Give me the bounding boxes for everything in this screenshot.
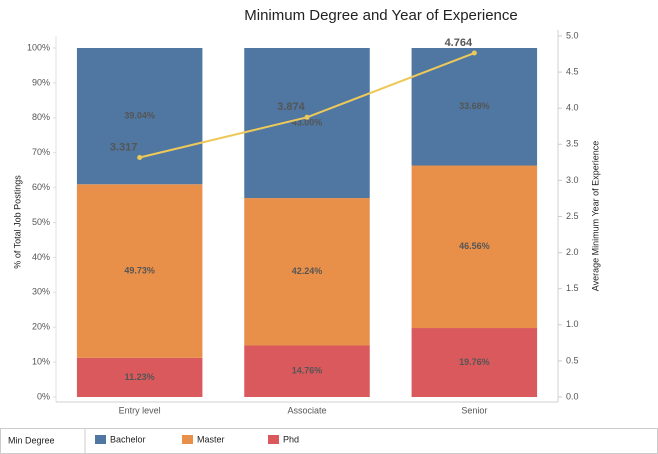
bar-segment bbox=[411, 165, 538, 329]
y-tick-label: 60% bbox=[32, 182, 50, 192]
y2-tick-label: 2.5 bbox=[566, 211, 579, 221]
legend-swatch bbox=[182, 435, 193, 444]
bar-segment bbox=[411, 48, 538, 166]
y-tick-label: 10% bbox=[32, 356, 50, 366]
legend-title: Min Degree bbox=[8, 435, 55, 445]
bar-segment bbox=[244, 345, 370, 397]
y2-tick-label: 0.0 bbox=[566, 391, 579, 401]
line-label: 4.764 bbox=[445, 37, 473, 49]
y-tick-label: 50% bbox=[32, 217, 50, 227]
y-tick-label: 90% bbox=[32, 77, 50, 87]
y-tick-label: 30% bbox=[32, 287, 50, 297]
y2-tick-label: 0.5 bbox=[566, 355, 579, 365]
y-tick-label: 70% bbox=[32, 147, 50, 157]
y-tick-label: 20% bbox=[32, 322, 50, 332]
y-tick-label: 0% bbox=[37, 391, 50, 401]
y2-axis-title: Average Minimum Year of Experience bbox=[590, 141, 600, 291]
bar-segment bbox=[244, 48, 370, 199]
data-label: 19.76% bbox=[459, 357, 490, 367]
legend-label: Master bbox=[197, 434, 225, 444]
y2-tick-label: 3.5 bbox=[566, 139, 579, 149]
line-point bbox=[137, 155, 143, 161]
line-label: 3.317 bbox=[110, 141, 138, 153]
y-axis-title: % of Total Job Postings bbox=[12, 175, 22, 269]
y2-tick-label: 5.0 bbox=[566, 30, 579, 40]
bar-segment bbox=[76, 184, 203, 358]
x-tick-label: Senior bbox=[461, 405, 487, 415]
bar-segment bbox=[76, 48, 203, 185]
line-label: 3.874 bbox=[277, 101, 305, 113]
legend-swatch bbox=[268, 435, 279, 444]
data-label: 42.24% bbox=[292, 266, 323, 276]
y-tick-label: 80% bbox=[32, 112, 50, 122]
data-label: 46.56% bbox=[459, 241, 490, 251]
x-tick-label: Entry level bbox=[119, 405, 161, 415]
y2-tick-label: 4.5 bbox=[566, 66, 579, 76]
y2-tick-label: 2.0 bbox=[566, 247, 579, 257]
line-point bbox=[471, 50, 477, 56]
y2-tick-label: 3.0 bbox=[566, 175, 579, 185]
data-label: 14.76% bbox=[292, 366, 323, 376]
y2-tick-label: 1.0 bbox=[566, 319, 579, 329]
x-tick-label: Associate bbox=[287, 405, 326, 415]
data-label: 33.68% bbox=[459, 101, 490, 111]
chart-title: Minimum Degree and Year of Experience bbox=[244, 7, 518, 24]
data-label: 49.73% bbox=[124, 265, 155, 275]
bar-segment bbox=[411, 328, 538, 397]
data-label: 39.04% bbox=[124, 110, 155, 120]
line-point bbox=[304, 114, 310, 120]
legend-label: Bachelor bbox=[110, 434, 146, 444]
y2-tick-label: 4.0 bbox=[566, 103, 579, 113]
data-label: 43.00% bbox=[292, 117, 323, 127]
y-tick-label: 100% bbox=[27, 42, 50, 52]
bar-segment bbox=[244, 198, 370, 346]
data-label: 11.23% bbox=[125, 372, 155, 382]
y2-tick-label: 1.5 bbox=[566, 283, 579, 293]
legend-label: Phd bbox=[283, 434, 299, 444]
bar-segment bbox=[76, 357, 203, 397]
y-tick-label: 40% bbox=[32, 252, 50, 262]
legend-swatch bbox=[95, 435, 106, 444]
